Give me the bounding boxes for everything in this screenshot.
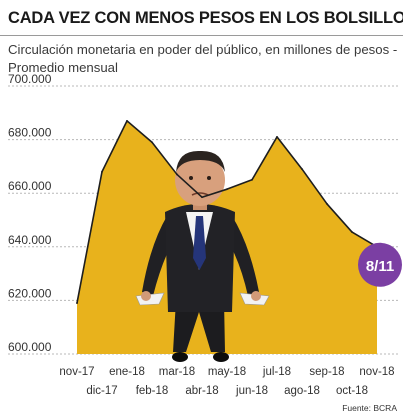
figure-head [175,154,225,206]
y-tick-label: 600.000 [8,340,52,354]
data-point [301,168,303,170]
figure-left-shoe [172,352,188,362]
x-tick-label: ago-18 [284,385,320,397]
x-tick-label: jun-18 [235,385,268,397]
figure-hair [176,150,225,172]
x-tick-label: ene-18 [109,366,145,378]
date-callout-circle [358,242,402,287]
data-point [151,141,153,144]
source-note: Fuente: BCRA [342,403,397,413]
x-tick-label: nov-18 [359,366,394,378]
figure-left-hand [141,291,151,301]
y-tick-label: 700.000 [8,72,52,86]
date-callout-label: 8/11 [366,258,394,275]
chart-subtitle: Circulación monetaria en poder del públi… [8,42,398,75]
data-point [326,203,328,205]
data-point [201,196,203,199]
y-tick-label: 680.000 [8,126,52,140]
y-tick-label: 640.000 [8,233,52,247]
figure-right-hand [251,291,261,301]
y-tick-label: 620.000 [8,286,52,300]
data-point [226,188,228,191]
x-tick-label: dic-17 [86,385,117,397]
x-tick-label: mar-18 [159,366,195,378]
data-point [76,302,78,304]
figure-legs [173,300,225,352]
data-point [276,136,278,138]
x-tick-label: jul-18 [262,366,291,378]
y-tick-label: 660.000 [8,179,52,193]
x-tick-label: abr-18 [185,385,218,397]
title-divider [0,35,403,36]
x-tick-label: nov-17 [59,366,94,378]
x-tick-label: feb-18 [136,385,169,397]
figure-mouth [191,192,209,196]
figure-tie [193,216,206,270]
figure-left-eye [189,176,193,180]
data-point [101,170,103,173]
figure-right-eye [207,176,211,180]
x-tick-label: oct-18 [336,385,368,397]
data-point [251,178,253,181]
data-point [126,119,128,122]
chart-title: CADA VEZ CON MENOS PESOS EN LOS BOLSILLO… [8,9,403,27]
data-point [176,173,178,176]
data-point [351,231,353,233]
x-tick-label: sep-18 [309,366,344,378]
x-tick-label: may-18 [208,366,246,378]
figure-right-shoe [213,352,229,362]
man-with-empty-pockets-illustration [135,150,270,362]
